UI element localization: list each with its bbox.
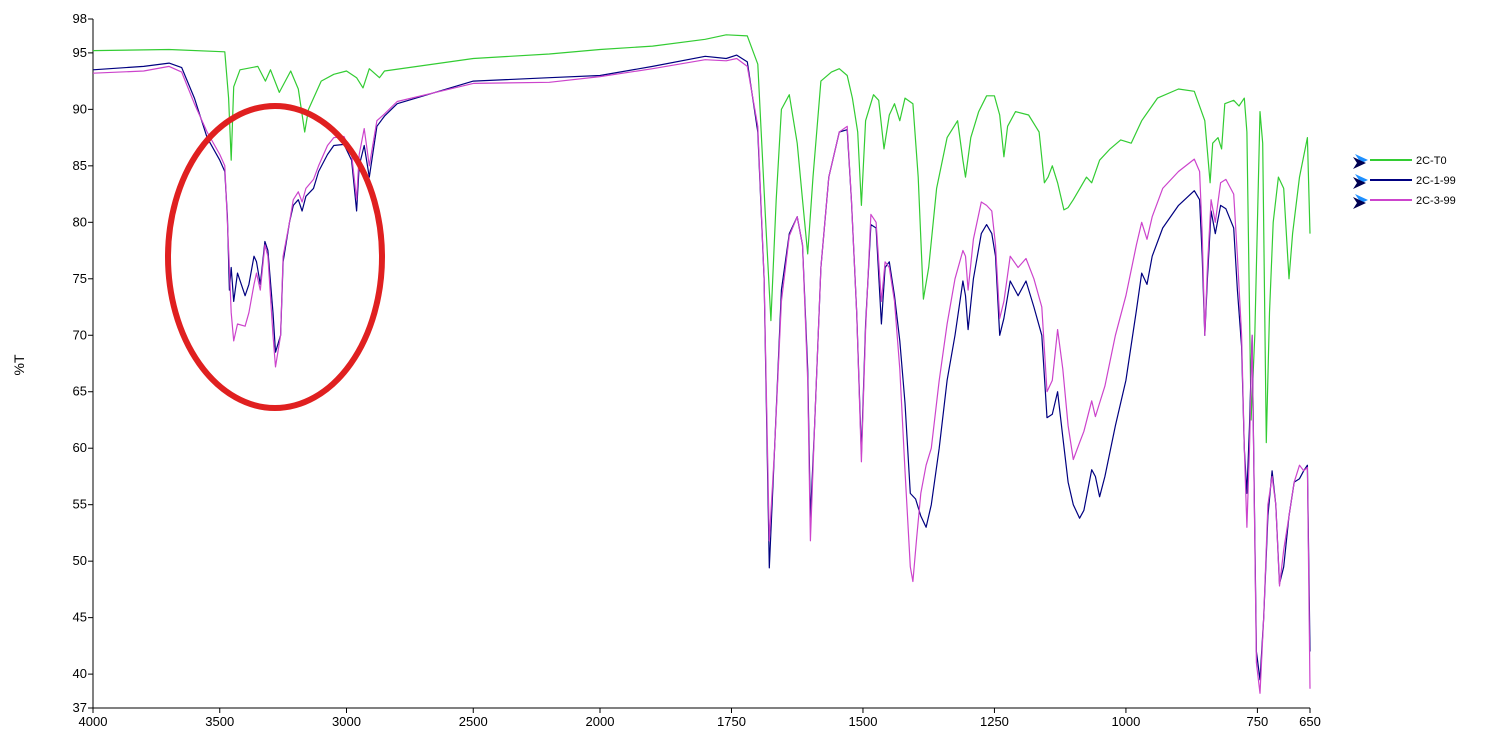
- y-tick-label: 50: [73, 553, 87, 568]
- x-tick-label: 2000: [586, 714, 615, 729]
- legend-label: 2C-T0: [1416, 155, 1447, 167]
- y-tick-label: 70: [73, 327, 87, 342]
- x-tick-label: 3500: [205, 714, 234, 729]
- legend-marker-shadow-icon: [1353, 157, 1366, 169]
- x-tick-label: 1750: [717, 714, 746, 729]
- y-tick-label: 45: [73, 610, 87, 625]
- series-layer: [92, 34, 1311, 694]
- series-line-2c-3-99: [92, 57, 1311, 694]
- series-line-2c-t0: [92, 34, 1311, 444]
- y-tick-label: 98: [73, 11, 87, 26]
- axes: 37 40 45 50 55 60 65 70 75 80 85 90 95 98 4000 3500 300…: [73, 11, 1321, 729]
- legend-marker-shadow-icon: [1353, 197, 1366, 209]
- legend-label: 2C-1-99: [1416, 175, 1456, 187]
- y-axis-title: %T: [11, 354, 27, 375]
- legend: 2C-T0 2C-1-99 2C-3-99: [1353, 154, 1456, 209]
- y-tick-label: 40: [73, 666, 87, 681]
- x-tick-label: 1000: [1111, 714, 1140, 729]
- x-tick-label: 650: [1299, 714, 1321, 729]
- y-tick-label: 90: [73, 101, 87, 116]
- y-tick-label: 75: [73, 271, 87, 286]
- x-tick-label: 750: [1247, 714, 1269, 729]
- x-tick-label: 1500: [849, 714, 878, 729]
- y-tick-label: 85: [73, 158, 87, 173]
- y-tick-label: 65: [73, 384, 87, 399]
- y-tick-label: 60: [73, 440, 87, 455]
- x-tick-label: 3000: [332, 714, 361, 729]
- y-ticks: 37 40 45 50 55 60 65 70 75 80 85 90 95 98: [73, 11, 93, 715]
- series-line-2c-1-99: [92, 54, 1311, 681]
- y-tick-label: 95: [73, 45, 87, 60]
- x-ticks: 4000 3500 3000 2500 2000 1750 1500 1250 1000 750 6…: [79, 708, 1321, 729]
- y-tick-label: 55: [73, 497, 87, 512]
- y-tick-label: 80: [73, 214, 87, 229]
- legend-marker-shadow-icon: [1353, 177, 1366, 189]
- x-tick-label: 1250: [980, 714, 1009, 729]
- y-tick-label: 37: [73, 700, 87, 715]
- x-tick-label: 2500: [459, 714, 488, 729]
- legend-label: 2C-3-99: [1416, 195, 1456, 207]
- x-tick-label: 4000: [79, 714, 108, 729]
- highlight-ellipse: [165, 103, 385, 411]
